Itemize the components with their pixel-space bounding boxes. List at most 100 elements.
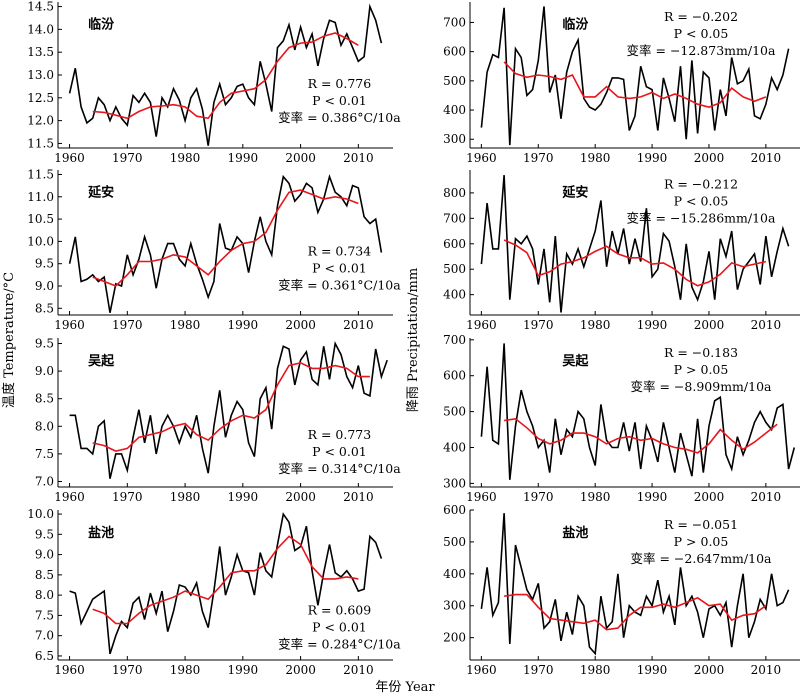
x-tick-label: 1990 bbox=[637, 663, 668, 677]
station-label: 吴起 bbox=[88, 353, 115, 369]
y-tick-label: 700 bbox=[443, 211, 466, 225]
x-tick-label: 2000 bbox=[694, 663, 725, 677]
y-tick-label: 8.5 bbox=[35, 568, 54, 582]
y-tick-label: 12.5 bbox=[27, 91, 54, 105]
stat-annotation: 变率 = −15.286mm/10a bbox=[627, 211, 776, 226]
y-tick-label: 13.5 bbox=[27, 45, 54, 59]
y-tick-label: 500 bbox=[443, 262, 466, 276]
stat-annotation: P < 0.01 bbox=[312, 620, 367, 635]
chart-panel-盐池-temperature: 6.5 7.0 7.5 8.0 8.5 9.0 9.5 10.0 1960 1970 1980 199… bbox=[27, 507, 401, 677]
x-tick-label: 2000 bbox=[285, 663, 316, 677]
stat-annotation: R = 0.773 bbox=[308, 427, 372, 442]
x-tick-label: 1980 bbox=[170, 318, 201, 332]
chart-panel-延安-precipitation: 400 500 600 700 800 1960 1970 1980 1990 2000 2010 延… bbox=[443, 170, 800, 332]
series-observed-line bbox=[480, 6, 790, 146]
station-label: 吴起 bbox=[562, 353, 589, 369]
y-tick-label: 500 bbox=[443, 74, 466, 88]
x-tick-label: 2010 bbox=[343, 490, 374, 504]
y-tick-label: 9.5 bbox=[35, 527, 54, 541]
stat-annotation: R = 0.609 bbox=[308, 603, 372, 618]
y-tick-label: 9.5 bbox=[35, 257, 54, 271]
y-tick-label: 9.0 bbox=[35, 364, 54, 378]
x-tick-label: 2000 bbox=[694, 318, 725, 332]
chart-panel-延安-temperature: 8.5 9.0 9.5 10.0 10.5 11.0 11.5 1960 1970 1980 199… bbox=[27, 167, 401, 332]
y-tick-label: 8.5 bbox=[35, 392, 54, 406]
y-tick-label: 300 bbox=[443, 476, 466, 490]
series-observed-line bbox=[68, 3, 383, 146]
series-smoothed-line bbox=[92, 32, 359, 120]
y-tick-label: 11.5 bbox=[27, 167, 54, 181]
series-smoothed-line bbox=[503, 239, 767, 287]
stat-annotation: R = −0.183 bbox=[664, 345, 738, 360]
x-tick-label: 2000 bbox=[694, 490, 725, 504]
stat-annotation: 变率 = 0.284°C/10a bbox=[278, 637, 401, 652]
y-tick-label: 10.0 bbox=[27, 507, 54, 521]
chart-panel-临汾-temperature: 11.5 12.0 12.5 13.0 13.5 14.0 14.5 1960 1970 1980… bbox=[27, 0, 401, 165]
y-tick-label: 9.0 bbox=[35, 548, 54, 562]
y-tick-label: 600 bbox=[443, 45, 466, 59]
station-label: 临汾 bbox=[88, 16, 114, 32]
y-tick-label: 12.0 bbox=[27, 114, 54, 128]
y-tick-label: 6.5 bbox=[35, 649, 54, 663]
stat-annotation: R = 0.776 bbox=[308, 76, 372, 91]
stat-annotation: 变率 = 0.314°C/10a bbox=[278, 461, 401, 476]
x-tick-label: 2010 bbox=[751, 663, 782, 677]
y-tick-label: 10.5 bbox=[27, 212, 54, 226]
y-tick-label: 13.0 bbox=[27, 68, 54, 82]
y-tick-label: 8.5 bbox=[35, 301, 54, 315]
series-smoothed-line bbox=[503, 417, 778, 454]
y-tick-label: 14.5 bbox=[27, 0, 54, 14]
x-tick-label: 1960 bbox=[466, 490, 497, 504]
stat-annotation: R = −0.202 bbox=[664, 9, 738, 24]
y-tick-label: 8.0 bbox=[35, 588, 54, 602]
x-tick-label: 1970 bbox=[523, 318, 554, 332]
series-smoothed-line bbox=[503, 61, 767, 108]
x-tick-label: 1960 bbox=[54, 151, 85, 165]
chart-panel-临汾-precipitation: 300 400 500 600 700 1960 1970 1980 1990 2000 2010 临… bbox=[443, 2, 800, 165]
stat-annotation: P < 0.01 bbox=[312, 444, 367, 459]
series-smoothed-line bbox=[503, 593, 767, 631]
y-tick-label: 9.5 bbox=[35, 337, 54, 351]
stat-annotation: P > 0.05 bbox=[674, 362, 729, 377]
x-tick-label: 1990 bbox=[228, 490, 259, 504]
x-tick-label: 1960 bbox=[54, 318, 85, 332]
x-tick-label: 2010 bbox=[751, 318, 782, 332]
y-tick-label: 8.0 bbox=[35, 419, 54, 433]
y-tick-label: 400 bbox=[443, 288, 466, 302]
x-tick-label: 2000 bbox=[285, 490, 316, 504]
stat-annotation: R = −0.212 bbox=[664, 177, 738, 192]
y-tick-label: 11.5 bbox=[27, 136, 54, 150]
y-tick-label: 7.5 bbox=[35, 608, 54, 622]
x-tick-label: 1990 bbox=[228, 663, 259, 677]
x-tick-label: 1990 bbox=[637, 490, 668, 504]
x-tick-label: 1970 bbox=[523, 663, 554, 677]
x-tick-label: 1980 bbox=[580, 663, 611, 677]
y-tick-label: 800 bbox=[443, 186, 466, 200]
x-tick-label: 1980 bbox=[170, 490, 201, 504]
y-tick-label: 300 bbox=[443, 132, 466, 146]
series-smoothed-line bbox=[92, 535, 359, 625]
chart-panel-吴起-precipitation: 300 400 500 600 700 1960 1970 1980 1990 2000 2010 吴… bbox=[443, 333, 800, 504]
x-tick-label: 1980 bbox=[580, 318, 611, 332]
y-tick-label: 7.0 bbox=[35, 629, 54, 643]
y-tick-label: 10.0 bbox=[27, 234, 54, 248]
stat-annotation: 变率 = −12.873mm/10a bbox=[627, 43, 776, 58]
series-observed-line bbox=[480, 513, 790, 656]
stat-annotation: P > 0.05 bbox=[674, 534, 729, 549]
y-axis-title-left: 温度 Temperature/°C bbox=[1, 272, 17, 408]
stat-annotation: 变率 = 0.386°C/10a bbox=[278, 110, 401, 125]
y-tick-label: 7.5 bbox=[35, 447, 54, 461]
y-tick-label: 7.0 bbox=[35, 474, 54, 488]
series-smoothed-line bbox=[92, 189, 359, 287]
series-observed-line bbox=[69, 340, 388, 479]
stat-annotation: 变率 = −2.647mm/10a bbox=[631, 551, 773, 566]
x-tick-label: 1970 bbox=[112, 490, 143, 504]
x-tick-label: 1990 bbox=[637, 318, 668, 332]
y-tick-label: 11.0 bbox=[27, 190, 54, 204]
y-tick-label: 600 bbox=[443, 503, 466, 517]
y-tick-label: 300 bbox=[443, 599, 466, 613]
x-tick-label: 2010 bbox=[751, 490, 782, 504]
y-tick-label: 400 bbox=[443, 441, 466, 455]
x-tick-label: 1970 bbox=[523, 490, 554, 504]
series-observed-line bbox=[480, 343, 796, 480]
